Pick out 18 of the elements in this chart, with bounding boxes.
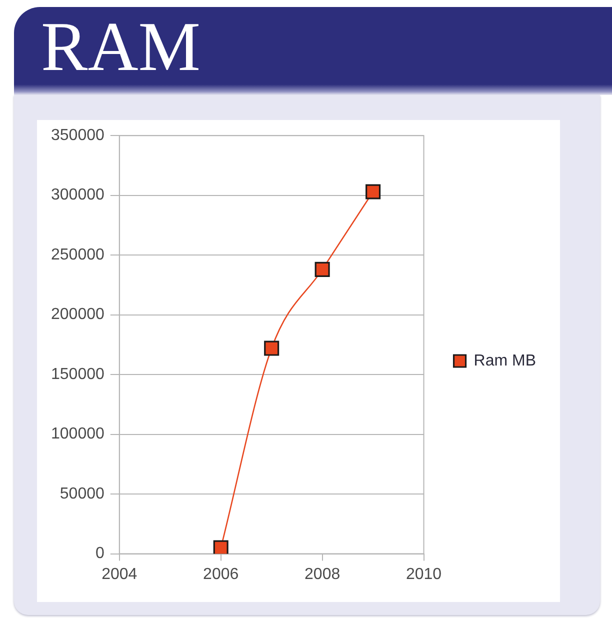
- x-tick-label: 2010: [406, 566, 442, 583]
- chart-title: RAM: [41, 9, 200, 86]
- y-tick-label: 150000: [51, 366, 104, 383]
- x-tick-label: 2008: [304, 566, 340, 583]
- x-tick-label: 2004: [102, 566, 138, 583]
- x-tick-label: 2006: [203, 566, 239, 583]
- legend-label: Ram MB: [474, 352, 536, 370]
- point: [264, 340, 280, 356]
- y-tick-label: 100000: [51, 426, 104, 443]
- y-tick-label: 350000: [51, 127, 104, 144]
- y-tick-label: 300000: [51, 186, 104, 204]
- point: [314, 262, 330, 277]
- point: [366, 184, 381, 200]
- y-tick-label: 50000: [60, 485, 104, 502]
- y-tick-label: 0: [95, 545, 104, 562]
- point: [213, 540, 228, 554]
- y-tick-label: 250000: [51, 246, 104, 264]
- y-tick-label: 200000: [51, 306, 104, 324]
